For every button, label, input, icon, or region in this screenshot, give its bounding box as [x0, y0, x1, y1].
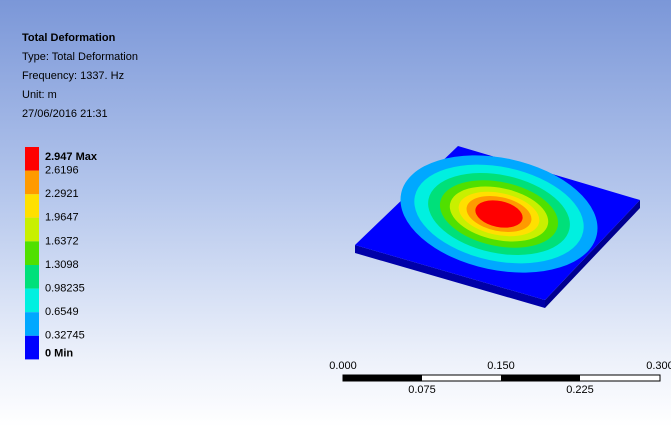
legend-band	[25, 194, 39, 218]
legend-band	[25, 288, 39, 313]
legend-band	[25, 335, 39, 360]
legend-label: 0.32745	[45, 330, 85, 342]
legend-label: 0.6549	[45, 306, 79, 318]
legend-band	[25, 217, 39, 242]
scale-label: 0.000	[329, 360, 357, 372]
plate-side	[545, 200, 640, 308]
legend-band	[25, 312, 39, 336]
header-line: 27/06/2016 21:31	[22, 108, 108, 120]
scale-label: 0.225	[566, 384, 594, 396]
legend-label: 2.6196	[45, 165, 79, 177]
plate	[355, 146, 640, 308]
header-line: Frequency: 1337. Hz	[22, 70, 124, 82]
header-line: Type: Total Deformation	[22, 51, 138, 63]
contours	[400, 155, 598, 273]
legend-label: 1.9647	[45, 212, 79, 224]
scale-bar	[342, 374, 661, 382]
result-title: Total Deformation	[22, 32, 116, 44]
legend-label: 0.98235	[45, 283, 85, 295]
legend-label: 1.3098	[45, 259, 79, 271]
legend-label: 0 Min	[45, 347, 73, 359]
legend-label: 2.2921	[45, 188, 79, 200]
legend-band	[25, 241, 39, 265]
legend-band	[25, 265, 39, 289]
scale-label: 0.150	[487, 360, 515, 372]
plate-side	[355, 245, 545, 308]
scale-label: 0.300	[646, 360, 671, 372]
legend: 2.947 Max 2.6196 2.2921 1.9647 1.6372 1.3098 0…	[25, 147, 98, 360]
legend-band	[25, 170, 39, 195]
legend-label: 2.947 Max	[45, 151, 98, 163]
scale-label: 0.075	[408, 384, 436, 396]
legend-label: 1.6372	[45, 235, 79, 247]
legend-band	[25, 147, 39, 171]
header-line: Unit: m	[22, 89, 57, 101]
header-lines: Type: Total Deformation Frequency: 1337. …	[22, 51, 138, 120]
